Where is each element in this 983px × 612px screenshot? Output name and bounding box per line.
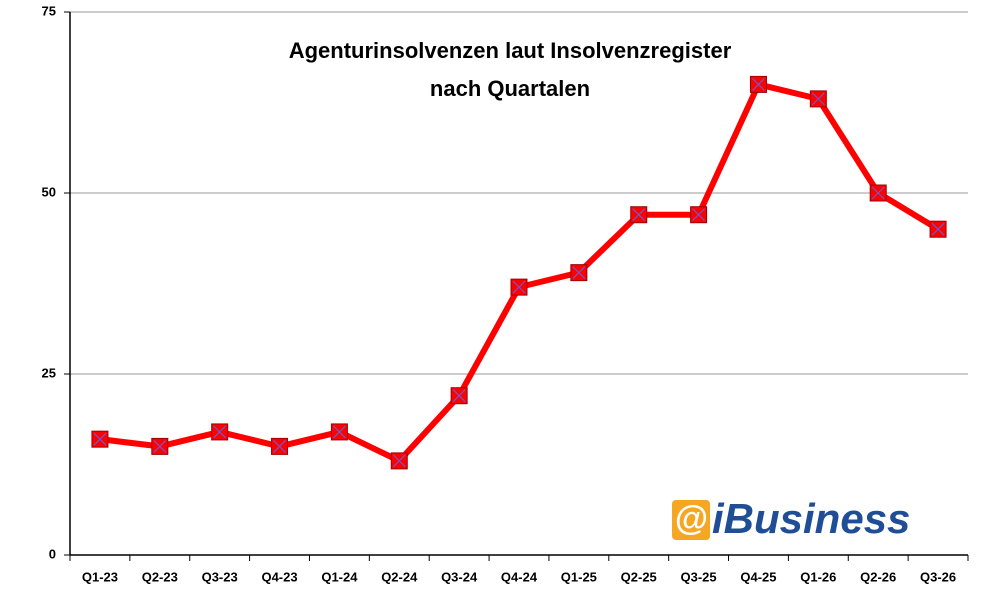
logo: @ iBusiness [672, 495, 910, 542]
marker-cross [93, 432, 107, 446]
chart-title: nach Quartalen [430, 76, 590, 101]
marker-cross [153, 439, 167, 453]
logo-badge [672, 500, 710, 540]
x-tick-label: Q2-23 [142, 569, 178, 584]
marker-cross [332, 425, 346, 439]
marker-cross [752, 77, 765, 91]
marker-cross [452, 389, 466, 403]
y-tick-label: 50 [42, 184, 56, 199]
x-tick-label: Q1-24 [321, 569, 358, 584]
x-tick-label: Q3-23 [202, 569, 238, 584]
logo-mark: @ [674, 500, 707, 538]
x-tick-label: Q1-23 [82, 569, 118, 584]
marker-cross [213, 425, 227, 439]
x-tick-label: Q2-25 [621, 569, 657, 584]
x-tick-label: Q2-26 [860, 569, 896, 584]
y-tick-label: 0 [49, 546, 56, 561]
marker-cross [811, 92, 825, 106]
logo-text: iBusiness [712, 495, 910, 542]
x-tick-label: Q2-24 [381, 569, 418, 584]
x-tick-label: Q1-25 [561, 569, 597, 584]
marker-cross [931, 222, 945, 236]
y-tick-label: 75 [42, 3, 56, 18]
x-tick-label: Q3-24 [441, 569, 478, 584]
y-tick-label: 25 [42, 365, 56, 380]
marker-cross [871, 186, 885, 200]
x-tick-label: Q3-26 [920, 569, 956, 584]
marker-cross [273, 439, 286, 453]
marker-cross [512, 280, 526, 294]
x-tick-label: Q4-23 [261, 569, 297, 584]
marker-cross [692, 208, 706, 222]
chart-title: Agenturinsolvenzen laut Insolvenzregiste… [289, 38, 732, 63]
x-tick-label: Q4-24 [501, 569, 538, 584]
x-tick-label: Q4-25 [740, 569, 776, 584]
x-tick-label: Q3-25 [681, 569, 717, 584]
x-tick-label: Q1-26 [800, 569, 836, 584]
marker-cross [572, 266, 586, 280]
marker-cross [392, 454, 406, 468]
marker-cross [632, 208, 646, 222]
